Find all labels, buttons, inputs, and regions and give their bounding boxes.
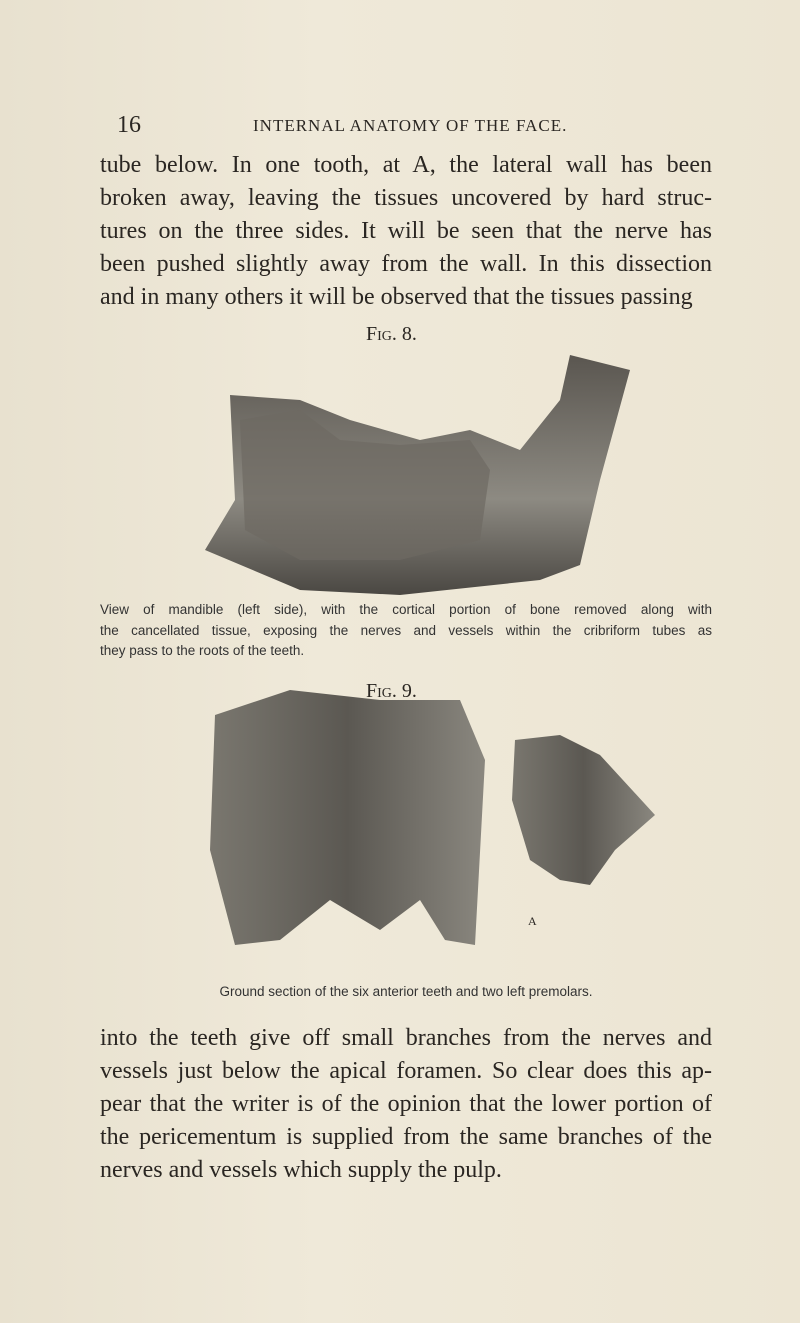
premolars-image: [512, 735, 655, 885]
text-line: broken away, leaving the tissues uncover…: [100, 185, 712, 211]
page-number: 16: [117, 112, 141, 138]
figure-caption: View of mandible (left side), with the c…: [100, 602, 712, 617]
text-line: tube below. In one tooth, at A, the late…: [100, 152, 712, 178]
figure-caption: the cancellated tissue, exposing the ner…: [100, 622, 712, 638]
running-title: INTERNAL ANATOMY OF THE FACE.: [253, 116, 568, 135]
text-line: been pushed slightly away from the wall.…: [100, 251, 712, 277]
figure-label: Fig. 9.: [366, 680, 417, 702]
figure-label: Fig. 8.: [366, 323, 417, 345]
text-line: tures on the three sides. It will be see…: [100, 218, 712, 244]
text-line: and in many others it will be observed t…: [100, 284, 693, 310]
text-line: nerves and vessels which supply the pulp…: [100, 1157, 502, 1183]
figure-annotation: A: [528, 914, 537, 928]
figure-caption: they pass to the roots of the teeth.: [100, 643, 305, 658]
text-line: vessels just below the apical foramen. S…: [100, 1058, 712, 1084]
tooth-roots: [240, 410, 490, 560]
text-line: into the teeth give off small branches f…: [100, 1025, 712, 1051]
anterior-teeth-image: [210, 690, 485, 945]
figure-caption: Ground section of the six anterior teeth…: [219, 984, 593, 999]
text-line: the pericementum is supplied from the sa…: [100, 1124, 712, 1150]
text-line: pear that the writer is of the opinion t…: [100, 1091, 712, 1117]
